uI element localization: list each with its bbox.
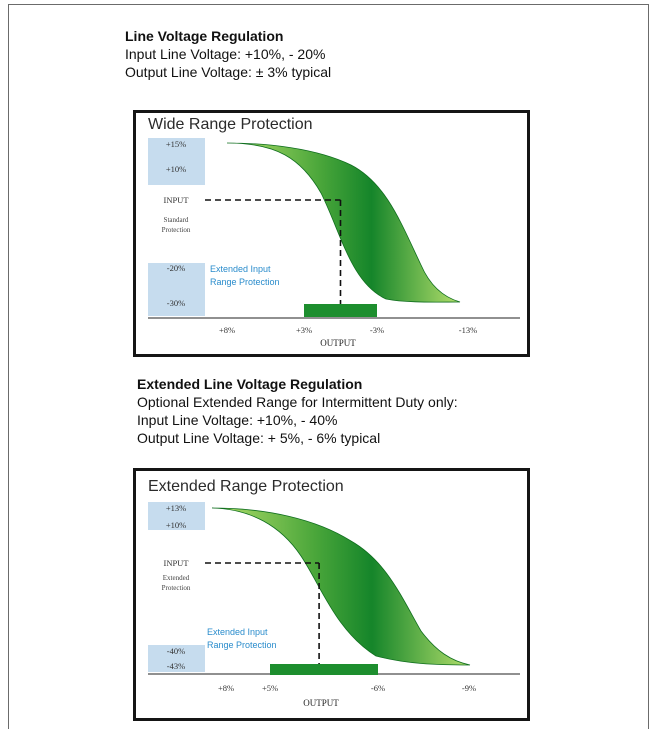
y-tick-label: -30%	[167, 298, 185, 308]
y-tick-label: +13%	[166, 503, 186, 513]
wide-range-protection-chart: +15% +10% INPUT -20% -30% Standard Protection +…	[133, 110, 530, 357]
x-tick-label: -9%	[462, 683, 476, 693]
y-tick-label: +10%	[166, 520, 186, 530]
section-title: Extended Line Voltage Regulation	[137, 376, 363, 392]
protection-band-label: Protection	[162, 226, 191, 234]
output-regulation-bar	[304, 304, 377, 317]
x-tick-label: -3%	[370, 325, 384, 335]
protection-band-label: Extended	[163, 574, 190, 582]
x-tick-label: +3%	[296, 325, 312, 335]
y-tick-label: +15%	[166, 139, 186, 149]
y-tick-label: -20%	[167, 263, 185, 273]
extended-range-annotation: Extended Input	[210, 264, 271, 274]
spec-line: Input Line Voltage: +10%, - 40%	[137, 412, 338, 428]
spec-line: Output Line Voltage: ± 3% typical	[125, 64, 332, 80]
x-axis-title: OUTPUT	[320, 338, 356, 348]
output-regulation-bar	[270, 664, 378, 675]
extended-range-annotation: Range Protection	[210, 277, 280, 287]
page-frame-top	[8, 4, 649, 5]
protection-band-label: Protection	[162, 584, 191, 592]
regulation-curve-area	[226, 142, 461, 303]
x-axis-title: OUTPUT	[303, 698, 339, 708]
x-tick-label: +5%	[262, 683, 278, 693]
extended-range-annotation: Range Protection	[207, 640, 277, 650]
x-tick-label: +8%	[219, 325, 235, 335]
lower-extended-band	[148, 645, 205, 672]
spec-line: Optional Extended Range for Intermittent…	[137, 394, 458, 410]
y-tick-label: -43%	[167, 661, 185, 671]
extended-range-annotation: Extended Input	[207, 627, 268, 637]
y-tick-label: INPUT	[163, 558, 189, 568]
extended-line-voltage-regulation-section: Extended Line Voltage Regulation Optiona…	[137, 375, 458, 447]
section-title: Line Voltage Regulation	[125, 28, 284, 44]
lower-extended-band	[148, 263, 205, 316]
chart-title: Extended Range Protection	[148, 478, 344, 495]
page-frame-left	[8, 4, 9, 729]
line-voltage-regulation-section: Line Voltage Regulation Input Line Volta…	[125, 27, 331, 81]
x-tick-label: +8%	[218, 683, 234, 693]
chart-plot: +13% +10% INPUT -40% -43% Extended Protection +…	[148, 502, 520, 708]
chart-title: Wide Range Protection	[148, 116, 313, 133]
extended-range-protection-chart: +13% +10% INPUT -40% -43% Extended Protection +…	[133, 468, 530, 721]
y-tick-label: INPUT	[163, 195, 189, 205]
upper-extended-band	[148, 138, 205, 185]
x-tick-label: -6%	[371, 683, 385, 693]
spec-line: Output Line Voltage: + 5%, - 6% typical	[137, 430, 381, 446]
chart-plot: +15% +10% INPUT -20% -30% Standard Protection +…	[148, 138, 520, 348]
upper-extended-band	[148, 502, 205, 530]
spec-line: Input Line Voltage: +10%, - 20%	[125, 46, 326, 62]
page-frame-right	[648, 4, 649, 729]
x-tick-label: -13%	[459, 325, 477, 335]
regulation-curve-area	[211, 507, 471, 666]
protection-band-label: Standard	[164, 216, 189, 224]
y-tick-label: -40%	[167, 646, 185, 656]
y-tick-label: +10%	[166, 164, 186, 174]
